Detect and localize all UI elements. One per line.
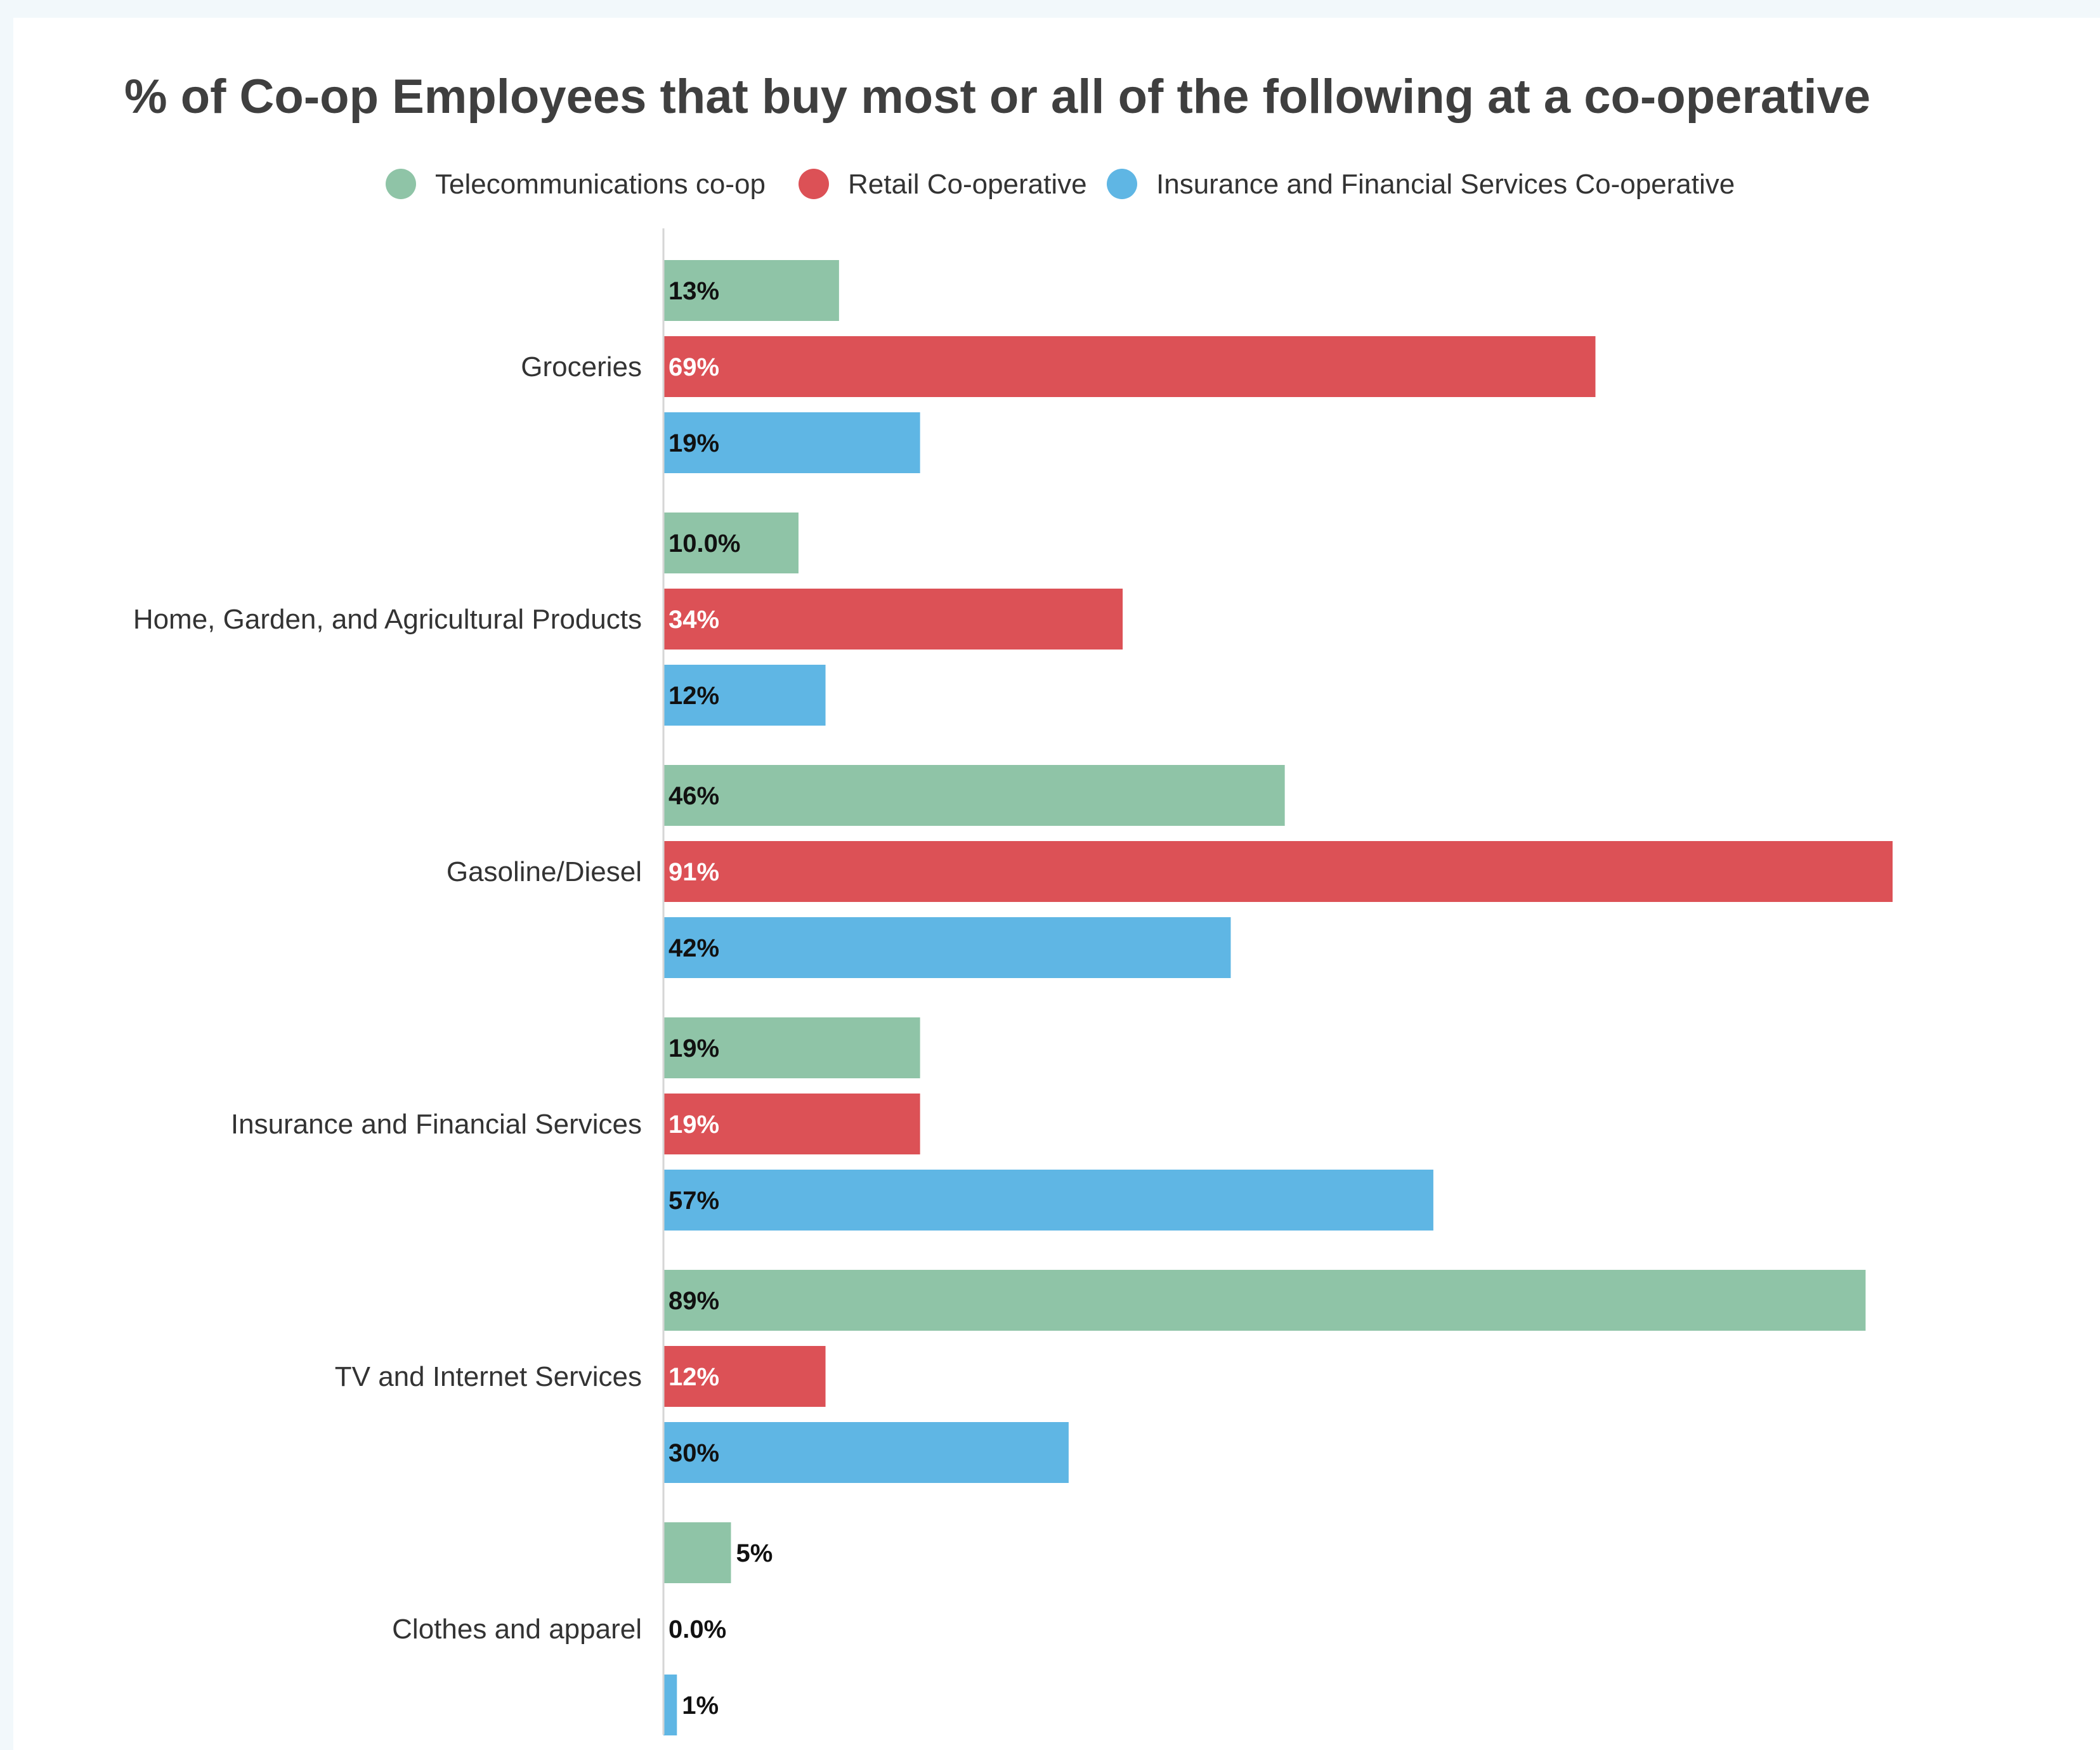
legend-label-retail-co-operative: Retail Co-operative — [848, 169, 1087, 200]
bar-insurance-and-financial-services-insurance-and-financial-services-co-operative — [663, 1170, 1433, 1231]
bar-tv-and-internet-services-retail-co-operative — [663, 1346, 826, 1407]
bar-clothes-and-apparel-telecommunications-co-op — [663, 1522, 731, 1583]
chart-title: % of Co-op Employees that buy most or al… — [124, 70, 1871, 124]
bar-groceries-retail-co-operative — [663, 336, 1596, 397]
bar-groceries-insurance-and-financial-services-co-operative — [663, 412, 920, 473]
bar-insurance-and-financial-services-telecommunications-co-op — [663, 1017, 920, 1078]
category-label-groceries: Groceries — [521, 351, 642, 382]
bar-home-garden-and-agricultural-products-telecommunications-co-op — [663, 513, 799, 573]
bar-tv-and-internet-services-insurance-and-financial-services-co-operative — [663, 1422, 1069, 1483]
bar-value-label: 5% — [736, 1539, 773, 1567]
category-label-gasoline-diesel: Gasoline/Diesel — [447, 856, 642, 887]
bar-groceries-telecommunications-co-op — [663, 260, 839, 321]
legend-label-insurance-and-financial-services-co-operative: Insurance and Financial Services Co-oper… — [1156, 169, 1735, 200]
bar-value-label: 89% — [668, 1287, 719, 1315]
bar-value-label: 0.0% — [668, 1616, 726, 1643]
legend-marker-telecommunications-co-op — [386, 169, 416, 199]
bar-insurance-and-financial-services-retail-co-operative — [663, 1094, 920, 1154]
bar-value-label: 69% — [668, 353, 719, 381]
category-label-clothes-and-apparel: Clothes and apparel — [392, 1614, 642, 1645]
bar-value-label: 34% — [668, 606, 719, 634]
bar-value-label: 19% — [668, 429, 719, 457]
bar-group: 13% 69% 19% 10.0% 34% 12% 46% 91% 42% 19% 19% 57% 89… — [663, 260, 1893, 1735]
bar-value-label: 12% — [668, 682, 719, 710]
category-label-tv-and-internet-services: TV and Internet Services — [335, 1361, 642, 1392]
bar-home-garden-and-agricultural-products-insurance-and-financial-services-co-operative — [663, 665, 826, 726]
bar-gasoline-diesel-telecommunications-co-op — [663, 765, 1285, 826]
bar-clothes-and-apparel-insurance-and-financial-services-co-operative — [663, 1675, 677, 1735]
chart-legend: Telecommunications co-op Retail Co-operat… — [386, 169, 1735, 200]
category-label-home-garden-and-agricultural-products: Home, Garden, and Agricultural Products — [133, 604, 642, 635]
bar-value-label: 13% — [668, 277, 719, 305]
bar-value-label: 30% — [668, 1439, 719, 1467]
legend-marker-insurance-and-financial-services-co-operative — [1107, 169, 1137, 199]
legend-marker-retail-co-operative — [799, 169, 829, 199]
bar-value-label: 1% — [682, 1692, 719, 1720]
bar-value-label: 10.0% — [668, 530, 740, 558]
bar-value-label: 19% — [668, 1111, 719, 1139]
bar-value-label: 46% — [668, 782, 719, 810]
category-label-insurance-and-financial-services: Insurance and Financial Services — [231, 1109, 642, 1140]
bar-home-garden-and-agricultural-products-retail-co-operative — [663, 589, 1123, 650]
bar-value-label: 19% — [668, 1035, 719, 1062]
bar-gasoline-diesel-retail-co-operative — [663, 841, 1893, 902]
legend-label-telecommunications-co-op: Telecommunications co-op — [435, 169, 766, 200]
bar-value-label: 91% — [668, 858, 719, 886]
bar-value-label: 42% — [668, 934, 719, 962]
bar-tv-and-internet-services-telecommunications-co-op — [663, 1270, 1866, 1331]
bar-value-label: 57% — [668, 1187, 719, 1215]
bar-gasoline-diesel-insurance-and-financial-services-co-operative — [663, 917, 1231, 978]
category-axis-labels: Groceries Home, Garden, and Agricultural … — [133, 351, 642, 1645]
bar-value-label: 12% — [668, 1363, 719, 1391]
